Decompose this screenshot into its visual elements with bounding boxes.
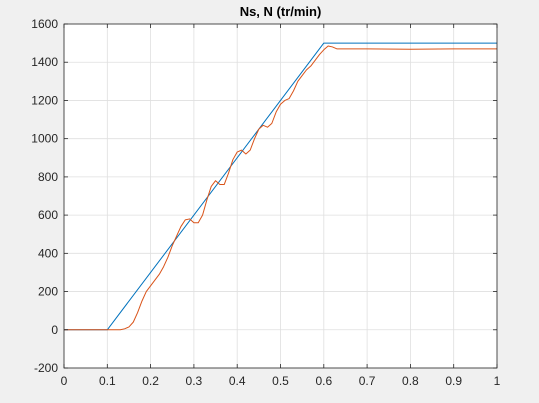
y-tick-label: 1000 <box>31 132 58 146</box>
x-tick-label: 0.9 <box>445 374 462 388</box>
y-tick-label: 0 <box>51 323 58 337</box>
x-tick-label: 0.2 <box>142 374 159 388</box>
y-tick-label: 200 <box>38 285 58 299</box>
y-tick-label: 400 <box>38 246 58 260</box>
y-tick-label: 1600 <box>31 17 58 31</box>
x-tick-label: 1 <box>494 374 501 388</box>
x-tick-label: 0.4 <box>229 374 246 388</box>
y-tick-label: -200 <box>34 361 58 375</box>
y-tick-label: 1200 <box>31 93 58 107</box>
x-tick-label: 0.7 <box>359 374 376 388</box>
chart-title: Ns, N (tr/min) <box>240 4 322 19</box>
series-line-2 <box>64 45 497 331</box>
x-tick-label: 0.8 <box>402 374 419 388</box>
x-tick-label: 0.6 <box>315 374 332 388</box>
x-tick-label: 0.1 <box>99 374 116 388</box>
y-tick-label: 1400 <box>31 55 58 69</box>
x-tick-label: 0.5 <box>272 374 289 388</box>
y-tick-label: 800 <box>38 170 58 184</box>
ticks: 0 0.1 0.2 0.3 0.4 0.5 0.6 0.7 0.8 0.9 1-2000200400… <box>31 17 500 388</box>
series-layer <box>64 42 497 331</box>
x-tick-label: 0 <box>61 374 68 388</box>
y-tick-label: 600 <box>38 208 58 222</box>
x-tick-label: 0.3 <box>186 374 203 388</box>
